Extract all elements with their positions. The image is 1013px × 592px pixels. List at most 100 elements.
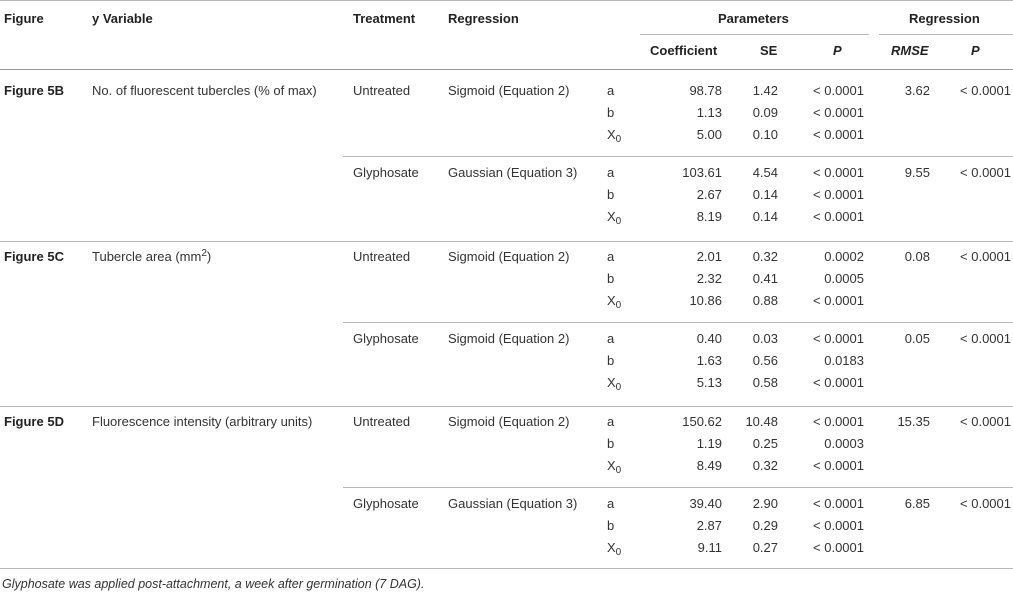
y-variable-sup: 2 xyxy=(201,248,207,259)
se-value: 2.90 xyxy=(752,496,778,511)
parameter-symbol: b xyxy=(607,353,615,368)
se-value: 0.14 xyxy=(752,187,778,202)
parameter-p-value: 0.0003 xyxy=(824,436,864,451)
parameter-symbol: b xyxy=(607,436,615,451)
header-y-variable: y Variable xyxy=(92,11,153,26)
se-value: 0.32 xyxy=(752,458,778,473)
figure-label: Figure 5C xyxy=(4,249,64,264)
coefficient-value: 9.11 xyxy=(697,540,722,555)
coefficient-value: 8.49 xyxy=(696,458,722,473)
parameter-p-value: < 0.0001 xyxy=(813,458,864,473)
coefficient-value: 8.19 xyxy=(696,209,722,224)
treatment-label: Untreated xyxy=(353,83,411,98)
table-bottom-rule xyxy=(0,568,1013,569)
y-variable: No. of fluorescent tubercles (% of max) xyxy=(92,83,317,99)
regression-model: Sigmoid (Equation 2) xyxy=(448,249,570,264)
regression-model: Sigmoid (Equation 2) xyxy=(448,83,570,98)
se-value: 0.27 xyxy=(752,540,778,555)
parameter-name: X0 xyxy=(607,293,621,311)
se-value: 10.48 xyxy=(745,414,778,429)
parameter-name: X0 xyxy=(607,127,622,145)
coefficient-value: 1.19 xyxy=(696,436,722,451)
se-value: 0.32 xyxy=(752,249,778,264)
parameter-symbol: b xyxy=(607,271,615,286)
parameters-rule xyxy=(640,34,869,35)
parameter-p-value: 0.0183 xyxy=(824,353,864,368)
parameter-p-value: < 0.0001 xyxy=(813,127,864,142)
coefficient-value: 1.63 xyxy=(696,353,722,368)
treatment-label: Glyphosate xyxy=(353,165,419,180)
figure-label: Figure 5B xyxy=(4,83,64,98)
rmse-value: 0.08 xyxy=(904,249,930,264)
y-variable-text: No. of fluorescent tubercles (% of max) xyxy=(92,83,317,98)
coefficient-value: 2.01 xyxy=(696,249,722,264)
parameter-symbol: b xyxy=(607,518,615,533)
se-value: 4.54 xyxy=(752,165,778,180)
se-value: 0.25 xyxy=(752,436,778,451)
parameter-p-value: < 0.0001 xyxy=(813,331,864,346)
header-rmse: RMSE xyxy=(891,43,929,58)
regression-p-value: < 0.0001 xyxy=(960,331,1011,346)
figure-label: Figure 5D xyxy=(4,414,64,429)
parameter-symbol: X xyxy=(607,375,616,390)
header-regression-stats: Regression xyxy=(909,11,980,26)
parameter-symbol: a xyxy=(607,414,615,429)
parameter-symbol: a xyxy=(607,496,615,511)
y-variable: Fluorescence intensity (arbitrary units) xyxy=(92,414,312,430)
parameter-p-value: < 0.0001 xyxy=(813,209,864,224)
se-value: 0.88 xyxy=(752,293,778,308)
treatment-label: Glyphosate xyxy=(353,331,419,346)
rmse-value: 6.85 xyxy=(904,496,930,511)
parameter-name: b xyxy=(607,105,614,121)
coefficient-value: 2.87 xyxy=(696,518,722,533)
treatment-label: Untreated xyxy=(353,249,411,264)
block-divider xyxy=(343,487,1013,488)
header-figure: Figure xyxy=(4,11,44,26)
coefficient-value: 150.62 xyxy=(682,414,722,429)
coefficient-value: 2.32 xyxy=(696,271,722,286)
se-value: 0.03 xyxy=(752,331,778,346)
regression-p-value: < 0.0001 xyxy=(960,414,1011,429)
parameter-p-value: < 0.0001 xyxy=(813,165,864,180)
parameter-p-value: < 0.0001 xyxy=(813,105,864,120)
regression-p-value: < 0.0001 xyxy=(960,249,1011,264)
parameter-symbol: b xyxy=(607,187,615,202)
parameter-p-value: < 0.0001 xyxy=(813,518,864,533)
rmse-value: 9.55 xyxy=(904,165,930,180)
se-value: 0.29 xyxy=(752,518,778,533)
y-variable-text: Tubercle area (mm xyxy=(92,249,202,264)
coefficient-value: 10.86 xyxy=(689,293,722,308)
parameter-symbol: a xyxy=(607,165,615,180)
parameter-name: X0 xyxy=(607,209,621,227)
parameter-name: b xyxy=(607,187,614,203)
se-value: 0.58 xyxy=(752,375,778,390)
parameter-subscript: 0 xyxy=(615,134,622,145)
rmse-value: 3.62 xyxy=(904,83,930,98)
regression-p-value: < 0.0001 xyxy=(960,496,1011,511)
coefficient-value: 103.61 xyxy=(682,165,722,180)
parameter-name: b xyxy=(607,518,614,534)
regression-model: Gaussian (Equation 3) xyxy=(448,165,578,180)
parameter-p-value: 0.0002 xyxy=(824,249,864,264)
parameter-p-value: < 0.0001 xyxy=(813,414,864,429)
parameter-p-value: < 0.0001 xyxy=(813,293,864,308)
treatment-label: Untreated xyxy=(353,414,411,429)
regression-model: Sigmoid (Equation 2) xyxy=(448,414,570,429)
header-bottom-rule xyxy=(0,69,1013,70)
table-top-rule xyxy=(0,0,1013,1)
parameter-symbol: X xyxy=(607,458,616,473)
parameter-symbol: a xyxy=(607,249,615,264)
group-divider xyxy=(0,241,1013,242)
coefficient-value: 1.13 xyxy=(696,105,722,120)
se-value: 0.41 xyxy=(752,271,778,286)
block-divider xyxy=(343,156,1013,157)
regression-model: Sigmoid (Equation 2) xyxy=(448,331,570,346)
parameter-name: b xyxy=(607,436,614,452)
parameter-name: a xyxy=(607,496,614,512)
parameter-p-value: < 0.0001 xyxy=(813,540,864,555)
parameter-symbol: X xyxy=(607,293,616,308)
regression-model: Gaussian (Equation 3) xyxy=(448,496,578,511)
parameter-name: b xyxy=(607,353,614,369)
regression-stats-rule xyxy=(879,34,1013,35)
header-coefficient: Coefficient xyxy=(650,43,718,58)
